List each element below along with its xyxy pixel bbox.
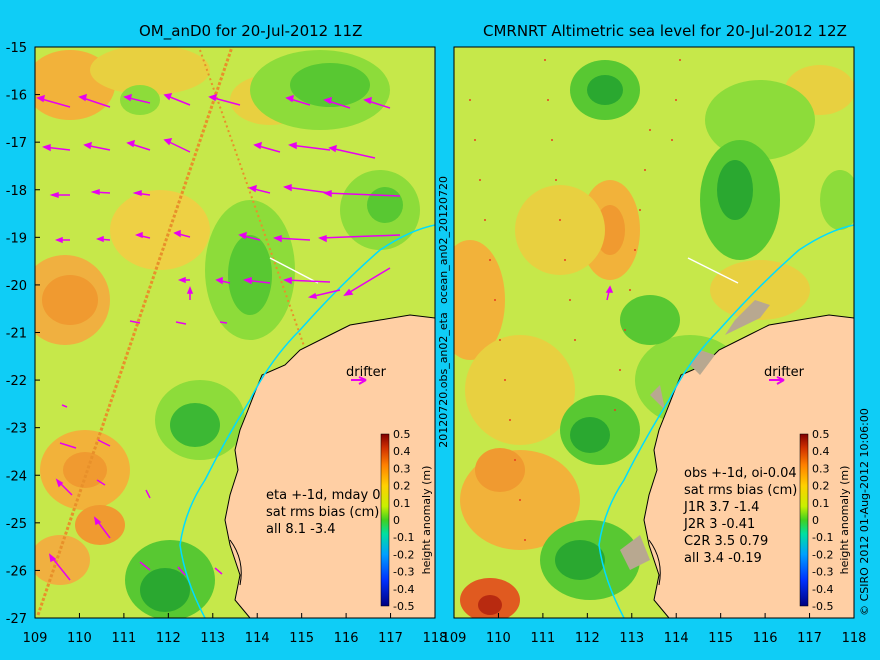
x-tick-label: 118 xyxy=(423,631,448,646)
y-tick-label: -18 xyxy=(6,184,27,199)
drifter-marker-right: drifter xyxy=(764,365,805,385)
x-tick-label: 115 xyxy=(708,631,733,646)
colorbar-tick-label: 0.2 xyxy=(812,480,830,493)
x-tick-label: 109 xyxy=(442,631,467,646)
right-x-axis-ticks: 109 110 111 112 113 114 115 116 117 118 xyxy=(442,613,867,646)
y-tick-label: -19 xyxy=(6,231,27,246)
colorbar-tick-label: 0.1 xyxy=(812,497,830,510)
x-tick-label: 113 xyxy=(200,631,225,646)
y-tick-label: -21 xyxy=(6,327,27,342)
x-tick-label: 110 xyxy=(486,631,511,646)
right-map-frame xyxy=(453,46,855,619)
x-tick-label: 111 xyxy=(530,631,555,646)
y-tick-label: -26 xyxy=(6,564,27,579)
y-tick-label: -22 xyxy=(6,374,27,389)
y-tick-label: -27 xyxy=(6,612,27,627)
right-panel-title: CMRNRT Altimetric sea level for 20-Jul-2… xyxy=(483,22,847,40)
svg-text:J1R 3.7 -1.4: J1R 3.7 -1.4 xyxy=(683,500,759,515)
x-tick-label: 118 xyxy=(842,631,867,646)
svg-text:drifter: drifter xyxy=(346,365,387,380)
x-tick-label: 109 xyxy=(23,631,48,646)
y-tick-label: -25 xyxy=(6,517,27,532)
right-velocity-arrow xyxy=(605,285,614,301)
drifter-marker-left: drifter xyxy=(346,365,387,385)
x-tick-label: 114 xyxy=(245,631,270,646)
x-tick-label: 117 xyxy=(378,631,403,646)
colorbar-tick-label: 0.3 xyxy=(393,462,411,475)
x-tick-label: 115 xyxy=(289,631,314,646)
colorbar-tick-label: -0.4 xyxy=(393,583,414,596)
left-x-axis-ticks: 109 110 111 112 113 114 115 116 117 118 xyxy=(23,613,448,646)
x-tick-label: 113 xyxy=(619,631,644,646)
svg-text:all 8.1 -3.4: all 8.1 -3.4 xyxy=(266,522,336,537)
colorbar-tick-label: -0.3 xyxy=(812,566,833,579)
svg-text:all 3.4 -0.19: all 3.4 -0.19 xyxy=(684,551,762,566)
colorbar-tick-label: 0.3 xyxy=(812,462,830,475)
colorbar-tick-label: -0.1 xyxy=(812,531,833,544)
left-annotation: eta +-1d, mday 0 sat rms bias (cm) all 8… xyxy=(266,488,381,537)
colorbar-tick-label: 0.4 xyxy=(812,445,830,458)
x-tick-label: 111 xyxy=(111,631,136,646)
x-tick-label: 112 xyxy=(575,631,600,646)
x-tick-label: 114 xyxy=(664,631,689,646)
colorbar-tick-label: 0.4 xyxy=(393,445,411,458)
colorbar-tick-label: 0.1 xyxy=(393,497,411,510)
y-tick-label: -15 xyxy=(6,41,27,56)
colorbar-tick-label: 0 xyxy=(393,514,400,527)
x-tick-label: 116 xyxy=(753,631,778,646)
svg-text:eta +-1d, mday 0: eta +-1d, mday 0 xyxy=(266,488,381,503)
colorbar-tick-label: -0.5 xyxy=(812,600,833,613)
credit-label: © CSIRO 2012 01-Aug-2012 10:06:00 xyxy=(858,408,871,616)
colorbar-tick-label: 0.2 xyxy=(393,480,411,493)
left-colorbar: 0.5 0.4 0.3 0.2 0.1 0 -0.1 -0.2 -0.3 -0.4 -0.5 hei… xyxy=(380,428,433,613)
y-tick-label: -16 xyxy=(6,89,27,104)
svg-text:sat rms bias (cm): sat rms bias (cm) xyxy=(266,505,379,520)
side-label-bottom: 20120720.obs_an02_eta xyxy=(437,312,450,447)
colorbar-tick-label: -0.1 xyxy=(393,531,414,544)
colorbar-tick-label: -0.3 xyxy=(393,566,414,579)
colorbar-tick-label: 0 xyxy=(812,514,819,527)
colorbar-tick-label: -0.2 xyxy=(812,548,833,561)
y-tick-label: -17 xyxy=(6,136,27,151)
svg-text:obs +-1d, oi-0.04: obs +-1d, oi-0.04 xyxy=(684,466,797,481)
svg-text:height anomaly (m): height anomaly (m) xyxy=(420,466,433,575)
colorbar-tick-label: -0.2 xyxy=(393,548,414,561)
svg-text:drifter: drifter xyxy=(764,365,805,380)
right-map-panel xyxy=(454,47,854,618)
right-annotation: obs +-1d, oi-0.04 sat rms bias (cm) J1R … xyxy=(683,466,797,566)
colorbar-tick-label: -0.5 xyxy=(393,600,414,613)
colorbar-tick-label: -0.4 xyxy=(812,583,833,596)
svg-text:sat rms bias (cm): sat rms bias (cm) xyxy=(684,483,797,498)
svg-text:J2R 3 -0.41: J2R 3 -0.41 xyxy=(683,517,755,532)
x-tick-label: 112 xyxy=(156,631,181,646)
svg-text:height anomaly (m): height anomaly (m) xyxy=(838,466,851,575)
svg-text:C2R 3.5 0.79: C2R 3.5 0.79 xyxy=(684,534,768,549)
x-tick-label: 117 xyxy=(797,631,822,646)
left-panel-title: OM_anD0 for 20-Jul-2012 11Z xyxy=(139,22,363,40)
colorbar-tick-label: 0.5 xyxy=(393,428,411,441)
x-tick-label: 110 xyxy=(67,631,92,646)
y-tick-label: -23 xyxy=(6,422,27,437)
left-map-panel xyxy=(35,47,435,618)
side-label-top: ocean_an02_20120720 xyxy=(437,176,450,304)
velocity-arrows xyxy=(36,93,401,581)
x-tick-label: 116 xyxy=(334,631,359,646)
y-tick-label: -20 xyxy=(6,279,27,294)
y-tick-label: -24 xyxy=(6,469,27,484)
right-colorbar: 0.5 0.4 0.3 0.2 0.1 0 -0.1 -0.2 -0.3 -0.4 -0.5 hei… xyxy=(799,428,851,613)
colorbar-tick-label: 0.5 xyxy=(812,428,830,441)
y-axis-ticks: -15 -16 -17 -18 -19 -20 -21 -22 -23 -24 -25 -26 -27 xyxy=(6,41,40,627)
